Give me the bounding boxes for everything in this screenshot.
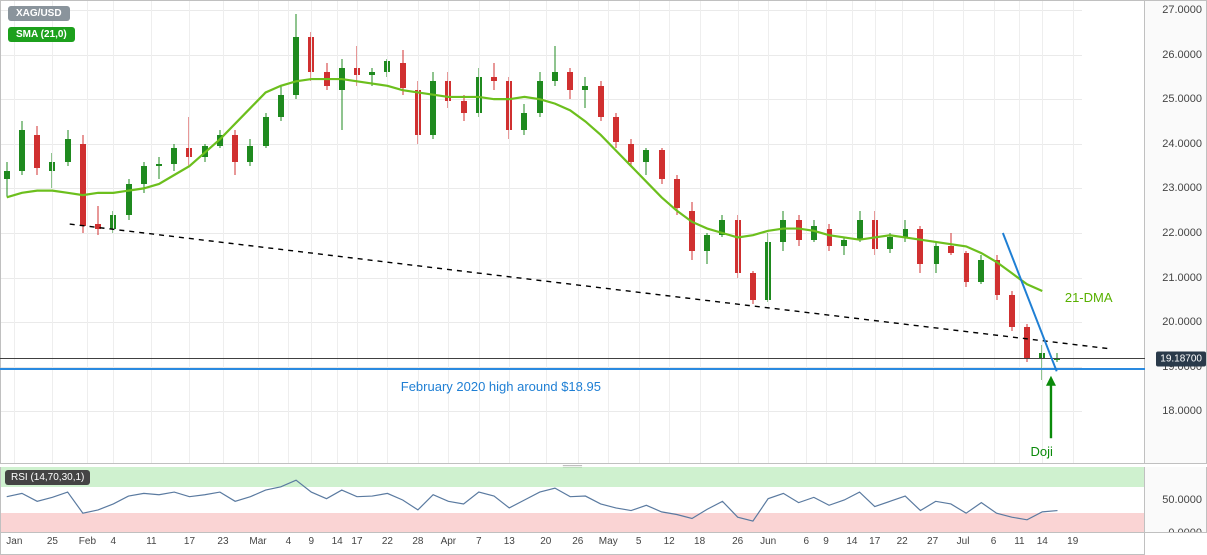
rsi-y-axis: 50.0000 0.0000 — [1144, 467, 1206, 532]
x-tick: Jan — [6, 536, 22, 547]
x-tick: 25 — [47, 536, 58, 547]
x-tick: Jul — [957, 536, 970, 547]
rsi-badge: RSI (14,70,30,1) — [5, 470, 90, 485]
x-tick: 11 — [146, 536, 156, 547]
x-tick: 11 — [1014, 536, 1024, 547]
x-tick: 7 — [476, 536, 482, 547]
x-tick: 20 — [540, 536, 551, 547]
x-tick: 4 — [286, 536, 292, 547]
x-tick: 14 — [332, 536, 343, 547]
x-tick: Jun — [760, 536, 776, 547]
x-tick: 22 — [897, 536, 908, 547]
y-tick: 26.0000 — [1162, 49, 1202, 61]
x-tick: 12 — [664, 536, 675, 547]
feb_label: February 2020 high around $18.95 — [401, 379, 601, 394]
x-tick: 6 — [803, 536, 809, 547]
rsi-upper-band — [1, 467, 1144, 487]
x-tick: 5 — [636, 536, 642, 547]
x-tick: 23 — [217, 536, 228, 547]
x-tick: 18 — [694, 536, 705, 547]
y-tick: 23.0000 — [1162, 182, 1202, 194]
x-tick: 17 — [351, 536, 362, 547]
x-tick: 19 — [1067, 536, 1078, 547]
x-tick: 17 — [184, 536, 195, 547]
x-tick: 28 — [412, 536, 423, 547]
x-tick: 14 — [846, 536, 857, 547]
symbol-badge: XAG/USD — [8, 6, 70, 21]
x-tick: 27 — [927, 536, 938, 547]
x-tick: 4 — [111, 536, 117, 547]
y-tick: 21.0000 — [1162, 272, 1202, 284]
rsi-lower-band — [1, 513, 1144, 533]
chart-container: XAG/USD SMA (21,0) 27.0000 26.0000 25.0000… — [0, 0, 1207, 555]
x-tick: 26 — [732, 536, 743, 547]
rsi-panel[interactable]: RSI (14,70,30,1) 50.0000 0.0000 — [0, 467, 1207, 533]
x-tick: May — [599, 536, 618, 547]
x-tick: 9 — [309, 536, 315, 547]
x-tick: 9 — [823, 536, 829, 547]
price-panel[interactable]: XAG/USD SMA (21,0) 27.0000 26.0000 25.0000… — [0, 0, 1207, 464]
x-tick: Feb — [79, 536, 96, 547]
feb-high-line — [0, 368, 1145, 370]
x-tick: Mar — [249, 536, 266, 547]
rsi-y-tick: 50.0000 — [1162, 494, 1202, 506]
x-tick: 26 — [572, 536, 583, 547]
dma_label: 21-DMA — [1065, 290, 1113, 305]
y-tick: 20.0000 — [1162, 316, 1202, 328]
legend: XAG/USD SMA (21,0) — [5, 3, 78, 45]
doji_label: Doji — [1031, 444, 1053, 459]
y-tick: 24.0000 — [1162, 138, 1202, 150]
x-axis: Jan 25 Feb 4 11 17 23 Mar 4 9 14 17 22 28 Apr 7 13 20 26 Ma… — [0, 533, 1145, 555]
x-tick: 22 — [382, 536, 393, 547]
y-tick: 27.0000 — [1162, 4, 1202, 16]
y-tick: 18.0000 — [1162, 405, 1202, 417]
y-tick: 22.0000 — [1162, 227, 1202, 239]
x-tick: Apr — [441, 536, 457, 547]
rsi-plot-area[interactable] — [1, 467, 1144, 532]
rsi-y-tick: 0.0000 — [1168, 527, 1202, 533]
x-tick: 13 — [504, 536, 515, 547]
x-tick: 17 — [869, 536, 880, 547]
sma-badge: SMA (21,0) — [8, 27, 75, 42]
x-tick: 14 — [1037, 536, 1048, 547]
x-tick: 6 — [991, 536, 997, 547]
price-flag: 19.18700 — [1156, 351, 1206, 366]
y-tick: 25.0000 — [1162, 93, 1202, 105]
price-y-axis: 27.0000 26.0000 25.0000 24.0000 23.0000 22.00… — [1144, 1, 1206, 463]
current-price-line — [0, 358, 1145, 359]
